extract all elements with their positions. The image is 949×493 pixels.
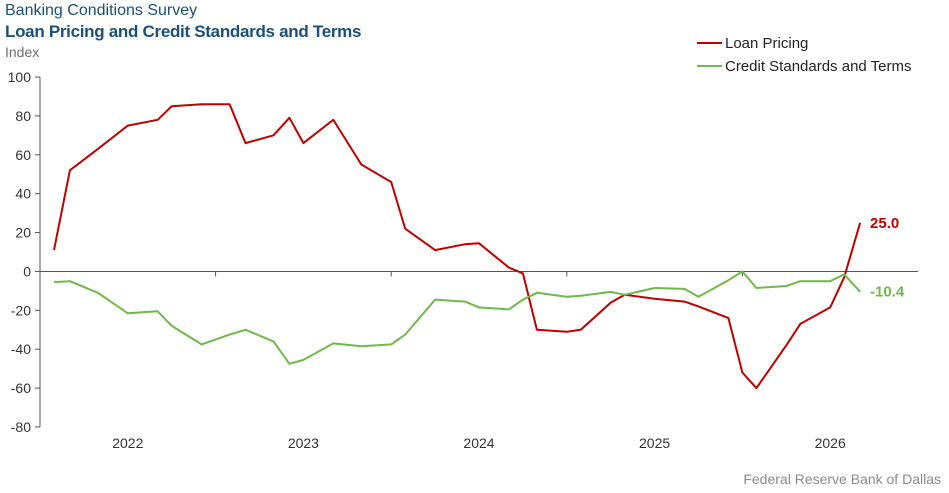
y-tick-label: -60 (11, 380, 31, 396)
y-tick-label: 20 (15, 225, 31, 241)
y-tick-label: 100 (8, 69, 32, 85)
y-tick-label: 0 (23, 263, 31, 279)
loan-pricing-end-label: 25.0 (870, 215, 899, 232)
credit-standards-line (53, 270, 861, 365)
chart-title: Banking Conditions Survey (5, 2, 198, 19)
loan-pricing-line (53, 103, 862, 390)
x-tick-label: 2024 (463, 435, 494, 451)
x-tick-label: 2023 (288, 435, 319, 451)
legend: Loan Pricing Credit Standards and Terms (697, 35, 911, 75)
y-tick-label: -20 (11, 302, 31, 318)
credit-standards-end-label: -10.4 (870, 284, 905, 301)
chart-subtitle: Loan Pricing and Credit Standards and Te… (5, 22, 362, 41)
x-tick-label: 2025 (639, 435, 670, 451)
source-note: Federal Reserve Bank of Dallas (743, 471, 941, 487)
y-tick-label: -80 (11, 419, 31, 435)
x-tick-label: 2026 (815, 435, 846, 451)
y-tick-label: -40 (11, 341, 31, 357)
x-tick-label: 2022 (112, 435, 143, 451)
y-tick-label: 40 (15, 186, 31, 202)
axes: 100 80 60 40 20 0 -20 -40 -60 -80 2022 2023 2024 2025… (8, 69, 918, 451)
y-tick-label: 60 (15, 147, 31, 163)
legend-label: Loan Pricing (725, 35, 808, 52)
legend-label: Credit Standards and Terms (725, 58, 911, 75)
end-labels: 25.0 -10.4 (870, 215, 905, 301)
series-lines (53, 103, 862, 390)
y-axis-label: Index (5, 44, 40, 60)
y-tick-label: 80 (15, 108, 31, 124)
